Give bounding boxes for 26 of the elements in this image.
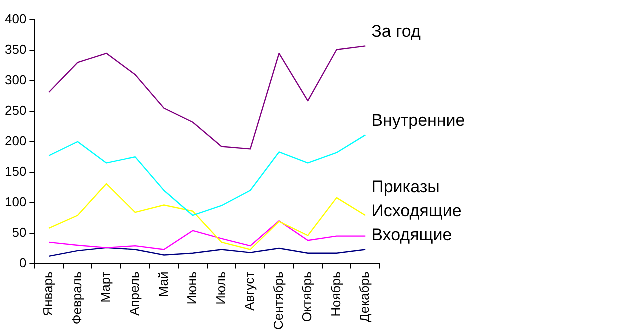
x-tick-label: Март	[98, 272, 114, 303]
series-label: Приказы	[372, 177, 440, 196]
x-tick-label: Июль	[213, 272, 228, 305]
x-tick-label: Декабрь	[357, 272, 372, 322]
series-label: Исходящие	[372, 201, 462, 220]
y-tick-label: 50	[12, 224, 27, 240]
series-label: Внутренние	[372, 110, 466, 130]
x-tick-label: Октябрь	[300, 272, 315, 322]
x-tick-label: Май	[156, 272, 171, 298]
series-label: Входящие	[372, 225, 452, 244]
y-tick-label: 200	[4, 133, 27, 148]
x-tick-label: Февраль	[69, 272, 84, 325]
x-tick-label: Август	[242, 272, 258, 311]
y-tick-label: 0	[19, 255, 27, 270]
y-tick-label: 300	[4, 72, 27, 88]
x-tick-label: Июнь	[184, 272, 200, 305]
x-tick-label: Ноябрь	[328, 272, 344, 317]
y-tick-label: 100	[4, 194, 27, 210]
series-label: За год	[372, 22, 421, 41]
y-tick-label: 400	[4, 12, 27, 27]
y-tick-label: 150	[4, 164, 27, 179]
y-tick-label: 350	[4, 42, 27, 58]
x-tick-label: Сентябрь	[270, 272, 286, 330]
x-tick-label: Январь	[40, 272, 56, 316]
x-tick-label: Апрель	[126, 272, 142, 316]
y-tick-label: 250	[4, 102, 27, 118]
